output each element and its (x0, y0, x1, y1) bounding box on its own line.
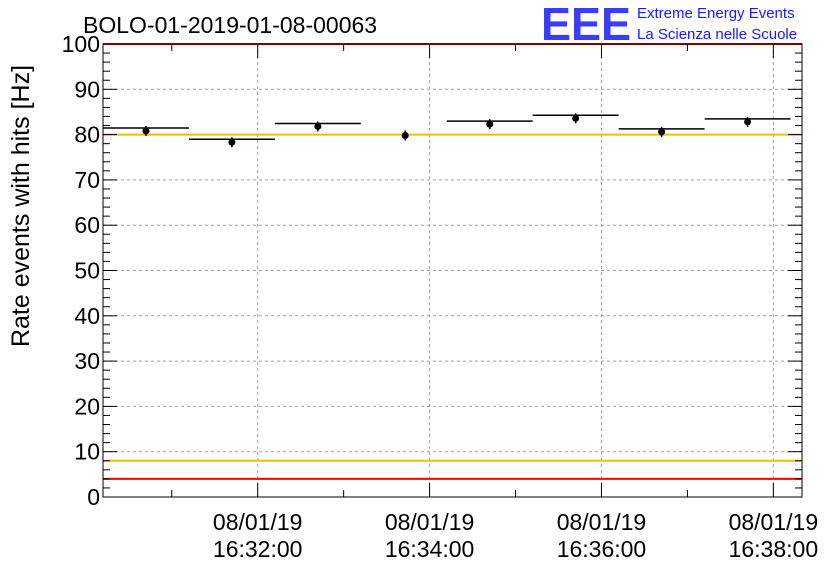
data-point (401, 132, 409, 140)
y-tick-label: 30 (74, 348, 100, 374)
x-tick-time-label: 16:32:00 (213, 536, 303, 562)
x-tick-date-label: 08/01/19 (213, 509, 303, 535)
y-tick-label: 100 (62, 31, 100, 57)
y-tick-label: 10 (74, 439, 100, 465)
y-tick-label: 0 (87, 484, 100, 510)
data-point (572, 114, 580, 122)
x-tick-time-label: 16:38:00 (729, 536, 819, 562)
y-axis-label: Rate events with hits [Hz] (7, 65, 35, 347)
y-tick-label: 40 (74, 303, 100, 329)
data-point (142, 127, 150, 135)
chart-title: BOLO-01-2019-01-08-00063 (83, 12, 377, 38)
reference-lines (103, 43, 802, 480)
data-point (658, 128, 666, 136)
grid-lines (103, 44, 802, 497)
logo-line-2: La Scienza nelle Scuole (637, 26, 797, 43)
x-tick-date-label: 08/01/19 (385, 509, 475, 535)
data-point (486, 120, 494, 128)
x-tick-date-label: 08/01/19 (557, 509, 647, 535)
data-points (103, 113, 791, 148)
y-tick-label: 60 (74, 212, 100, 238)
y-tick-label: 50 (74, 258, 100, 284)
x-tick-time-label: 16:36:00 (557, 536, 647, 562)
data-point (228, 138, 236, 146)
y-axis-ticks: 0 10 20 30 40 50 60 70 80 90 100 (62, 31, 802, 510)
data-point (744, 118, 752, 126)
logo-line-1: Extreme Energy Events (637, 5, 795, 22)
logo-letters: EEE (541, 0, 631, 50)
x-tick-date-label: 08/01/19 (729, 509, 819, 535)
data-point (314, 122, 322, 130)
x-axis-ticks: 08/01/1916:32:0008/01/1916:34:0008/01/19… (171, 44, 819, 562)
x-tick-time-label: 16:34:00 (385, 536, 475, 562)
y-tick-label: 20 (74, 393, 100, 419)
y-tick-label: 70 (74, 167, 100, 193)
y-tick-label: 80 (74, 122, 100, 148)
y-tick-label: 90 (74, 76, 100, 102)
eee-logo: EEE Extreme Energy Events La Scienza nel… (541, 0, 797, 50)
